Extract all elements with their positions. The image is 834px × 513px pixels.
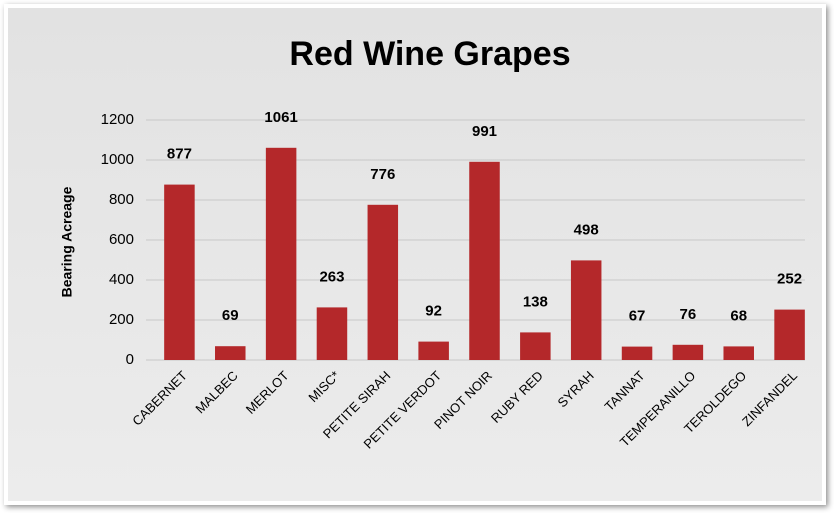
bar	[723, 346, 754, 360]
y-tick-label: 200	[109, 311, 134, 328]
bar	[520, 332, 551, 360]
data-label: 138	[523, 293, 548, 310]
bar	[265, 147, 297, 360]
y-tick-label: 400	[109, 271, 134, 288]
y-tick-label: 800	[109, 191, 134, 208]
bar	[621, 346, 653, 360]
data-label: 68	[730, 307, 747, 324]
bar	[215, 346, 246, 360]
y-axis-label: Bearing Acreage	[59, 186, 75, 297]
data-label: 252	[777, 271, 802, 288]
data-label: 263	[319, 268, 344, 285]
chart-title: Red Wine Grapes	[289, 35, 570, 73]
bar	[570, 260, 602, 360]
data-label: 76	[680, 306, 697, 323]
y-tick-label: 1000	[101, 151, 134, 168]
y-tick-label: 600	[109, 231, 134, 248]
y-tick-label: 1200	[101, 111, 134, 128]
data-label: 498	[574, 221, 599, 238]
chart-background	[4, 4, 826, 505]
data-label: 69	[222, 307, 239, 324]
bar	[164, 184, 195, 360]
bar	[367, 204, 399, 360]
data-label: 67	[629, 308, 646, 325]
data-label: 991	[472, 123, 497, 140]
bar	[672, 344, 704, 360]
bar	[316, 307, 348, 360]
data-label: 877	[167, 146, 192, 163]
data-label: 1061	[264, 109, 297, 126]
bar	[774, 309, 805, 360]
bar	[469, 161, 500, 360]
bar	[418, 341, 449, 360]
y-tick-label: 0	[126, 351, 134, 368]
data-label: 92	[425, 303, 442, 320]
data-label: 776	[370, 166, 395, 183]
